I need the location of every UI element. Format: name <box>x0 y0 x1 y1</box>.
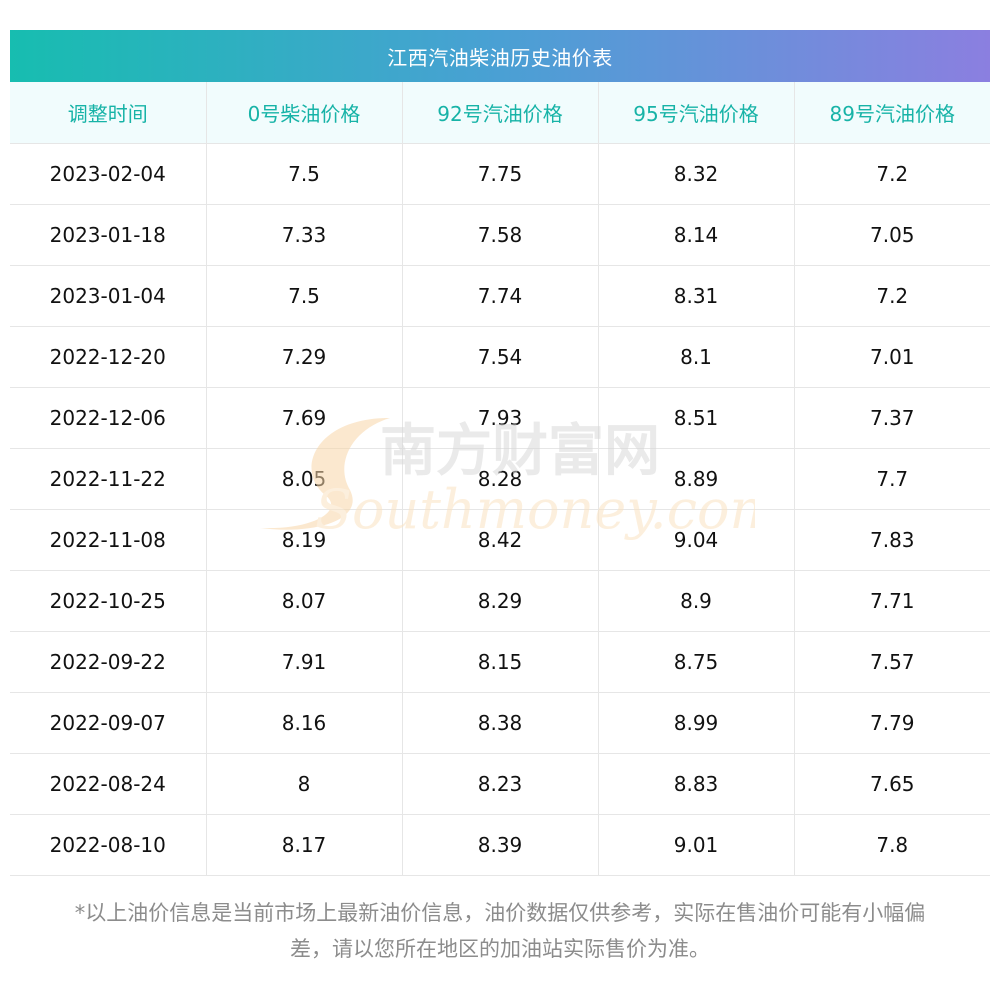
cell-gasoline-95: 8.99 <box>598 692 795 754</box>
cell-gasoline-89: 7.37 <box>794 387 990 449</box>
cell-gasoline-95: 9.01 <box>598 814 795 876</box>
cell-gasoline-95: 8.31 <box>598 265 795 327</box>
table-row: 2023-02-04 7.5 7.75 8.32 7.2 <box>10 143 990 205</box>
cell-diesel-0: 7.33 <box>206 204 403 266</box>
table-row: 2022-11-08 8.19 8.42 9.04 7.83 <box>10 509 990 571</box>
cell-gasoline-92: 8.38 <box>402 692 599 754</box>
cell-date: 2022-11-08 <box>10 509 207 571</box>
cell-diesel-0: 7.91 <box>206 631 403 693</box>
header-gasoline-92: 92号汽油价格 <box>402 82 599 144</box>
cell-gasoline-89: 7.8 <box>794 814 990 876</box>
table-row: 2022-09-07 8.16 8.38 8.99 7.79 <box>10 692 990 754</box>
cell-gasoline-95: 8.75 <box>598 631 795 693</box>
cell-gasoline-92: 8.28 <box>402 448 599 510</box>
cell-diesel-0: 7.5 <box>206 143 403 205</box>
cell-gasoline-95: 8.32 <box>598 143 795 205</box>
cell-gasoline-92: 8.29 <box>402 570 599 632</box>
cell-date: 2022-11-22 <box>10 448 207 510</box>
cell-date: 2023-02-04 <box>10 143 207 205</box>
table-header-row: 调整时间 0号柴油价格 92号汽油价格 95号汽油价格 89号汽油价格 <box>10 82 990 144</box>
cell-gasoline-89: 7.79 <box>794 692 990 754</box>
cell-gasoline-95: 8.83 <box>598 753 795 815</box>
price-disclaimer: *以上油价信息是当前市场上最新油价信息，油价数据仅供参考，实际在售油价可能有小幅… <box>10 895 990 967</box>
cell-gasoline-95: 8.89 <box>598 448 795 510</box>
cell-diesel-0: 8.19 <box>206 509 403 571</box>
cell-date: 2022-10-25 <box>10 570 207 632</box>
cell-gasoline-95: 8.14 <box>598 204 795 266</box>
disclaimer-line-2: 差，请以您所在地区的加油站实际售价为准。 <box>290 937 710 961</box>
cell-gasoline-89: 7.65 <box>794 753 990 815</box>
cell-date: 2023-01-18 <box>10 204 207 266</box>
cell-date: 2022-12-06 <box>10 387 207 449</box>
table-row: 2022-08-10 8.17 8.39 9.01 7.8 <box>10 814 990 876</box>
header-date: 调整时间 <box>10 82 207 144</box>
cell-gasoline-92: 7.74 <box>402 265 599 327</box>
table-row: 2022-12-06 7.69 7.93 8.51 7.37 <box>10 387 990 449</box>
cell-gasoline-89: 7.01 <box>794 326 990 388</box>
cell-gasoline-89: 7.83 <box>794 509 990 571</box>
oil-price-table: 调整时间 0号柴油价格 92号汽油价格 95号汽油价格 89号汽油价格 2023… <box>10 82 990 876</box>
cell-date: 2023-01-04 <box>10 265 207 327</box>
cell-gasoline-92: 8.39 <box>402 814 599 876</box>
cell-gasoline-95: 8.9 <box>598 570 795 632</box>
table-row: 2022-11-22 8.05 8.28 8.89 7.7 <box>10 448 990 510</box>
table-row: 2022-09-22 7.91 8.15 8.75 7.57 <box>10 631 990 693</box>
disclaimer-line-1: *以上油价信息是当前市场上最新油价信息，油价数据仅供参考，实际在售油价可能有小幅… <box>74 901 926 925</box>
cell-gasoline-89: 7.05 <box>794 204 990 266</box>
cell-date: 2022-09-22 <box>10 631 207 693</box>
table-row: 2022-08-24 8 8.23 8.83 7.65 <box>10 753 990 815</box>
cell-gasoline-92: 7.54 <box>402 326 599 388</box>
header-gasoline-89: 89号汽油价格 <box>794 82 990 144</box>
cell-date: 2022-08-24 <box>10 753 207 815</box>
header-diesel-0: 0号柴油价格 <box>206 82 403 144</box>
cell-date: 2022-12-20 <box>10 326 207 388</box>
cell-diesel-0: 8.16 <box>206 692 403 754</box>
table-row: 2023-01-04 7.5 7.74 8.31 7.2 <box>10 265 990 327</box>
cell-gasoline-92: 7.75 <box>402 143 599 205</box>
cell-gasoline-92: 8.23 <box>402 753 599 815</box>
cell-diesel-0: 8 <box>206 753 403 815</box>
cell-gasoline-92: 8.42 <box>402 509 599 571</box>
oil-price-table-container: 江西汽油柴油历史油价表 调整时间 0号柴油价格 92号汽油价格 95号汽油价格 … <box>10 30 990 876</box>
cell-gasoline-95: 8.1 <box>598 326 795 388</box>
cell-gasoline-95: 9.04 <box>598 509 795 571</box>
cell-gasoline-89: 7.57 <box>794 631 990 693</box>
cell-gasoline-89: 7.2 <box>794 265 990 327</box>
table-row: 2022-12-20 7.29 7.54 8.1 7.01 <box>10 326 990 388</box>
table-title: 江西汽油柴油历史油价表 <box>10 30 990 82</box>
cell-gasoline-89: 7.7 <box>794 448 990 510</box>
cell-gasoline-89: 7.2 <box>794 143 990 205</box>
cell-date: 2022-08-10 <box>10 814 207 876</box>
cell-gasoline-92: 7.93 <box>402 387 599 449</box>
cell-diesel-0: 7.29 <box>206 326 403 388</box>
cell-date: 2022-09-07 <box>10 692 207 754</box>
cell-diesel-0: 8.05 <box>206 448 403 510</box>
cell-diesel-0: 7.69 <box>206 387 403 449</box>
cell-diesel-0: 7.5 <box>206 265 403 327</box>
cell-gasoline-95: 8.51 <box>598 387 795 449</box>
cell-gasoline-92: 8.15 <box>402 631 599 693</box>
cell-gasoline-92: 7.58 <box>402 204 599 266</box>
cell-gasoline-89: 7.71 <box>794 570 990 632</box>
cell-diesel-0: 8.17 <box>206 814 403 876</box>
header-gasoline-95: 95号汽油价格 <box>598 82 795 144</box>
table-row: 2023-01-18 7.33 7.58 8.14 7.05 <box>10 204 990 266</box>
table-body: 2023-02-04 7.5 7.75 8.32 7.2 2023-01-18 7.33 7.… <box>10 143 990 876</box>
table-row: 2022-10-25 8.07 8.29 8.9 7.71 <box>10 570 990 632</box>
cell-diesel-0: 8.07 <box>206 570 403 632</box>
